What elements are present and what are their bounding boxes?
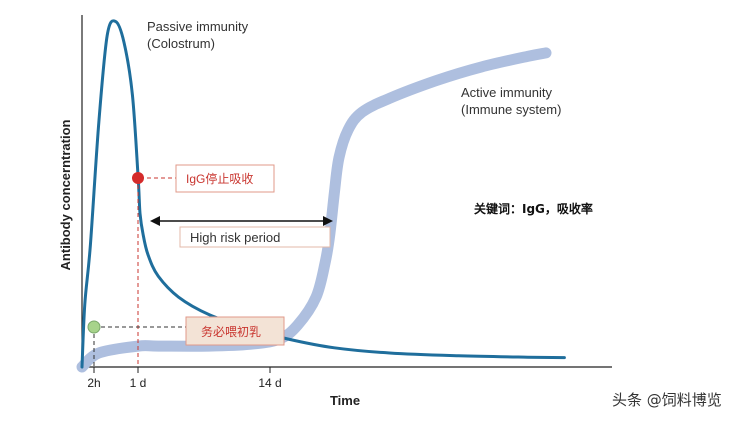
x-axis-label: Time xyxy=(330,393,360,408)
high-risk-arrow-left-head xyxy=(150,216,160,226)
high-risk-box xyxy=(179,226,331,248)
y-axis-label: Antibody concerntration xyxy=(58,119,73,270)
passive-immunity-curve xyxy=(80,19,566,369)
x-ticks: 2h 1 d 14 d xyxy=(87,367,282,390)
igg-callout-text: IgG停止吸收 xyxy=(186,171,253,186)
active-immunity-curve xyxy=(76,47,552,373)
colostrum-callout-box xyxy=(185,316,285,346)
x-tick-label: 1 d xyxy=(130,376,147,390)
high-risk-text: High risk period xyxy=(190,230,280,245)
colostrum-callout-text: 务必喂初乳 xyxy=(201,324,261,339)
watermark-text: 头条 @饲料博览 xyxy=(612,391,722,409)
x-tick-label: 14 d xyxy=(258,376,281,390)
passive-label-line2: (Colostrum) xyxy=(147,36,215,51)
active-label-line2: (Immune system) xyxy=(461,102,561,117)
active-label-line1: Active immunity xyxy=(461,85,553,100)
colostrum-marker xyxy=(87,320,101,334)
igg-stop-marker xyxy=(132,172,144,184)
passive-label-line1: Passive immunity xyxy=(147,19,249,34)
high-risk-arrow-right-head xyxy=(323,216,333,226)
igg-callout-box xyxy=(175,164,275,193)
x-tick-label: 2h xyxy=(87,376,100,390)
keywords-text: 关键词：IgG，吸收率 xyxy=(474,201,593,216)
